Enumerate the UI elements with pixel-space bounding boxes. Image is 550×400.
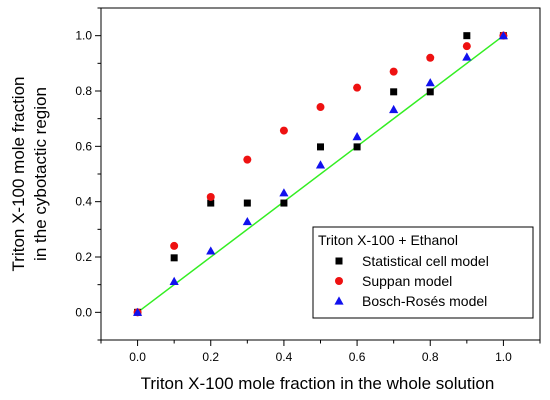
legend-label: Statistical cell model xyxy=(362,253,489,269)
point-triangle xyxy=(279,188,289,197)
point-triangle xyxy=(498,31,509,40)
point-triangle xyxy=(425,78,435,87)
point-triangle xyxy=(132,307,143,316)
point-circle xyxy=(170,241,179,250)
x-tick-label: 0.6 xyxy=(349,350,366,364)
point-square xyxy=(426,88,434,96)
point-square xyxy=(170,254,178,262)
x-tick-label: 1.0 xyxy=(495,350,512,364)
point-triangle xyxy=(206,246,216,255)
point-circle xyxy=(206,192,215,201)
legend-label: Suppan model xyxy=(362,273,452,289)
legend-marker-circle xyxy=(335,277,343,285)
point-triangle xyxy=(352,132,362,141)
point-square xyxy=(243,199,251,207)
legend-marker-square xyxy=(335,257,343,265)
x-tick-label: 0.2 xyxy=(202,350,219,364)
point-square xyxy=(390,88,398,96)
y-tick-label: 1.0 xyxy=(75,29,92,43)
legend: Triton X-100 + Ethanol Statistical cell … xyxy=(312,226,534,319)
point-circle xyxy=(353,83,362,92)
legend-box xyxy=(312,226,534,319)
point-circle xyxy=(279,126,288,135)
x-tick-label: 0.4 xyxy=(276,350,293,364)
y-tick-label: 0.8 xyxy=(75,84,92,98)
legend-marker-triangle xyxy=(334,296,344,305)
point-triangle xyxy=(242,216,252,226)
y-axis-title-line-2: in the cybotactic region xyxy=(31,87,50,261)
legend-label: Bosch-Rosés model xyxy=(362,293,487,309)
point-circle xyxy=(426,53,435,62)
y-tick-label: 0.6 xyxy=(75,139,92,153)
point-circle xyxy=(243,155,252,164)
x-axis-title: Triton X-100 mole fraction in the whole … xyxy=(141,374,495,393)
y-axis-title-line-1: Triton X-100 mole fraction xyxy=(9,77,28,272)
y-tick-label: 0.2 xyxy=(75,250,92,264)
point-triangle xyxy=(169,276,179,285)
x-tick-label: 0.0 xyxy=(129,350,146,364)
point-square xyxy=(463,32,471,40)
point-square xyxy=(353,143,361,151)
point-square xyxy=(207,199,215,207)
point-triangle xyxy=(389,104,399,114)
legend-title: Triton X-100 + Ethanol xyxy=(318,232,458,248)
point-triangle xyxy=(462,52,472,61)
point-triangle xyxy=(315,160,326,169)
x-tick-label: 0.8 xyxy=(422,350,439,364)
reference-line xyxy=(137,35,504,313)
y-tick-label: 0.4 xyxy=(75,195,92,209)
y-tick-label: 0.0 xyxy=(75,305,92,319)
point-square xyxy=(280,199,288,207)
point-circle xyxy=(462,42,471,51)
point-square xyxy=(317,143,324,151)
point-circle xyxy=(389,67,398,76)
point-circle xyxy=(316,103,325,112)
